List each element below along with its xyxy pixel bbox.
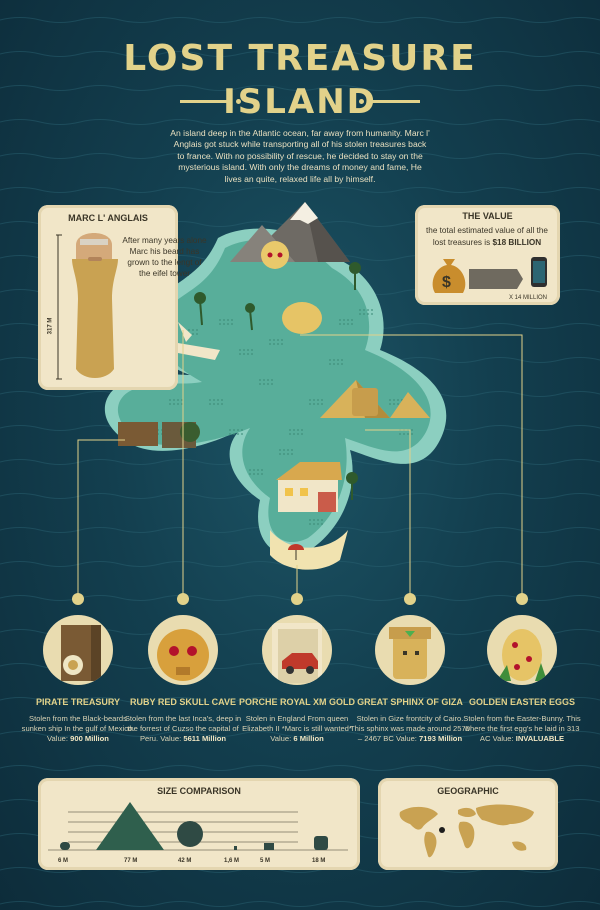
title-dot-right bbox=[359, 99, 364, 104]
island-map bbox=[104, 202, 447, 570]
treasure-desc-text: Stolen in England From queen Elizabeth I… bbox=[242, 714, 352, 733]
svg-text:$: $ bbox=[442, 274, 451, 291]
treasure-desc-2: Stolen from the last Inca's, deep in the… bbox=[123, 714, 243, 744]
money-bag-to-phone-illustration: $ bbox=[432, 257, 547, 293]
treasure-desc-4: Stolen in Gize frontcity of Cairo. This … bbox=[350, 714, 470, 744]
bearded-man-illustration bbox=[56, 233, 118, 380]
treasure-desc-text: Stolen from the last Inca's, deep in the… bbox=[124, 714, 242, 743]
treasure-desc-text: Stolen from the Easter-Bunny. This where… bbox=[463, 714, 581, 743]
geographic-card: GEOGRAPHIC bbox=[378, 778, 558, 870]
treasure-desc-1: Stolen from the Black-beards sunken ship… bbox=[18, 714, 138, 744]
size-label-6: 18 M bbox=[312, 858, 326, 864]
treasure-value-label: Value: bbox=[395, 734, 417, 743]
value-card-text-lead: the total estimated value of all the los… bbox=[426, 226, 548, 247]
golden-eggs-icon bbox=[487, 615, 557, 685]
treasure-name-1: PIRATE TREASURY bbox=[35, 697, 120, 707]
ruby-skull-icon bbox=[148, 615, 218, 685]
size-label-2: 77 M bbox=[124, 858, 138, 864]
pin-pirate bbox=[72, 593, 84, 605]
pin-sphinx bbox=[404, 593, 416, 605]
value-card-title: THE VALUE bbox=[462, 211, 513, 221]
treasure-value: 6 Million bbox=[293, 734, 324, 743]
marc-card-title: MARC L' ANGLAIS bbox=[68, 213, 148, 223]
porche-car-icon bbox=[262, 615, 332, 685]
size-card-title: SIZE COMPARISON bbox=[157, 786, 241, 796]
marc-card: MARC L' ANGLAIS 317 M After many years a… bbox=[38, 205, 207, 390]
treasure-value-label: Value: bbox=[160, 734, 182, 743]
title-dot-left bbox=[236, 99, 241, 104]
size-label-4: 1,6 M bbox=[224, 858, 240, 864]
treasure-value: 7193 Million bbox=[419, 734, 463, 743]
treasure-desc-3: Stolen in England From queen Elizabeth I… bbox=[237, 714, 357, 744]
treasure-value: 5611 Million bbox=[183, 734, 226, 743]
treasure-name-2: RUBY RED SKULL CAVE bbox=[129, 697, 236, 707]
title-rule-left bbox=[180, 100, 230, 103]
sphinx-icon bbox=[375, 615, 445, 685]
value-card-amount: $18 BILLION bbox=[492, 238, 542, 247]
size-comparison-card: SIZE COMPARISON 6 M 77 M 42 M 1,6 M 5 M … bbox=[38, 778, 360, 870]
treasure-value-label: Value: bbox=[270, 734, 292, 743]
pirate-treasury-icon bbox=[43, 615, 113, 685]
size-label-3: 42 M bbox=[178, 858, 192, 864]
pin-porche bbox=[291, 593, 303, 605]
page-title-line2: ISLAND bbox=[223, 82, 377, 122]
value-multiplier: X 14 MILLION bbox=[509, 295, 548, 301]
page-title-line1: LOST TREASURE bbox=[123, 38, 477, 79]
beard-length-label: 317 M bbox=[47, 317, 54, 335]
world-map bbox=[399, 804, 534, 858]
title-rule-right bbox=[370, 100, 420, 103]
value-card: THE VALUE the total estimated value of a… bbox=[415, 205, 560, 305]
treasure-name-4: GREAT SPHINX OF GIZA bbox=[357, 697, 463, 707]
treasure-name-5: GOLDEN EASTER EGGS bbox=[468, 697, 575, 707]
pin-skull bbox=[177, 593, 189, 605]
size-comparison-graphic bbox=[48, 802, 348, 851]
treasure-value-label: Value: bbox=[492, 734, 514, 743]
value-card-text: the total estimated value of all the los… bbox=[421, 225, 553, 249]
treasure-name-3: PORCHE ROYAL XM GOLD bbox=[238, 697, 355, 707]
treasure-value: INVALUABLE bbox=[515, 734, 565, 743]
treasure-value-label: Value: bbox=[47, 734, 68, 743]
size-label-5: 5 M bbox=[260, 858, 271, 864]
treasure-value: 900 Million bbox=[70, 734, 109, 743]
intro-text: An island deep in the Atlantic ocean, fa… bbox=[170, 128, 430, 184]
treasure-desc-5: Stolen from the Easter-Bunny. This where… bbox=[462, 714, 582, 744]
treasure-desc-text: Stolen in Gize frontcity of Cairo. This … bbox=[350, 714, 470, 743]
pin-eggs bbox=[516, 593, 528, 605]
marc-card-text: After many years alone Marc his beard ha… bbox=[122, 236, 207, 278]
geo-card-title: GEOGRAPHIC bbox=[437, 786, 499, 796]
treasure-desc-text: Stolen from the Black-beards sunken ship… bbox=[21, 714, 135, 733]
size-label-1: 6 M bbox=[58, 858, 69, 864]
